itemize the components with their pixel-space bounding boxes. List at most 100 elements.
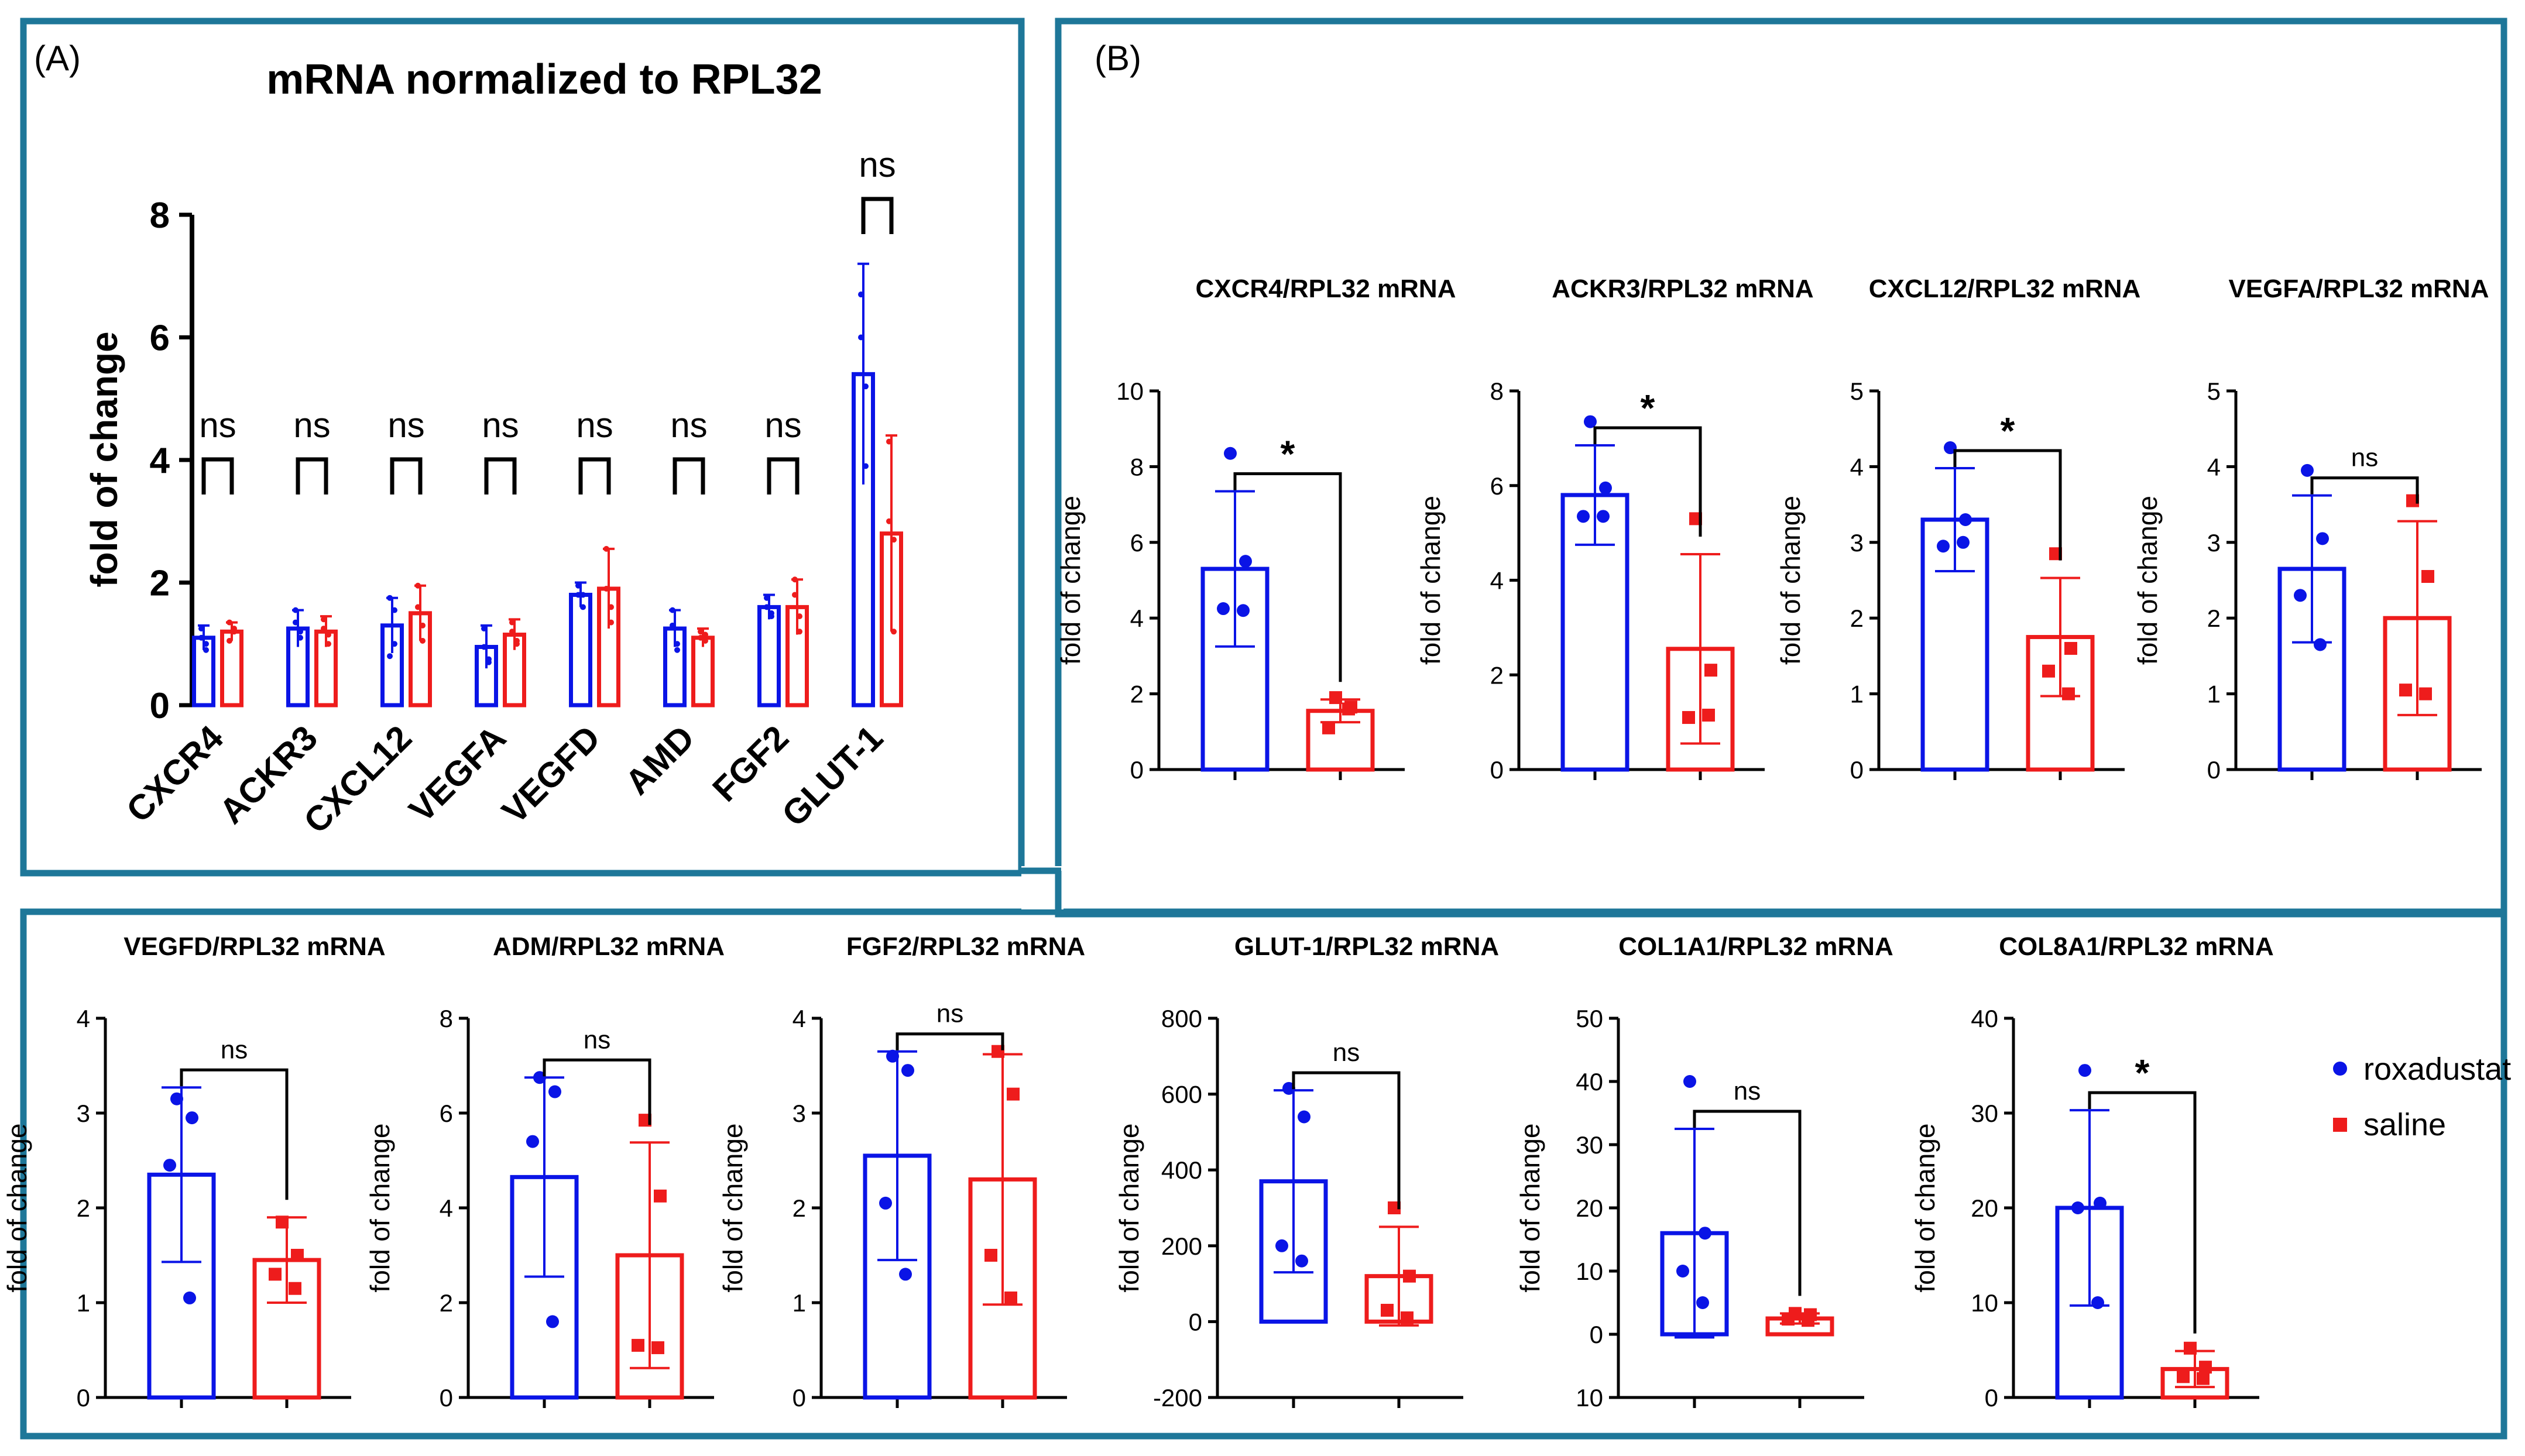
panel-a-bar-saline xyxy=(691,636,715,708)
panel-a-point-saline xyxy=(514,638,520,644)
panel-a-point-saline xyxy=(792,592,798,598)
panel-a-point-saline xyxy=(231,629,237,635)
chart-ytick-label: 400 xyxy=(1161,1156,1202,1184)
panel-a-point-roxadustat xyxy=(575,582,581,589)
panel-a-point-saline xyxy=(608,604,614,610)
panel-a-ytick-label: 8 xyxy=(150,195,170,236)
chart-point-saline xyxy=(1802,1314,1814,1327)
chart-vegfa: VEGFA/RPL32 mRNA fold of change 0 1 2 3 4 5 ns xyxy=(2132,274,2489,784)
chart-sig-label: * xyxy=(1641,387,1655,429)
panel-a-point-roxadustat xyxy=(392,607,397,613)
panel-a-ytick-label: 6 xyxy=(150,318,170,359)
chart-ytick-label: 30 xyxy=(1971,1100,1998,1127)
panel-a-point-saline xyxy=(227,638,232,644)
chart-sig-label: ns xyxy=(936,1000,963,1028)
chart-point-roxadustat xyxy=(1239,555,1252,568)
chart-ylabel: fold of change xyxy=(718,1123,748,1292)
panel-a-point-roxadustat xyxy=(670,622,675,629)
chart-point-saline xyxy=(1381,1303,1394,1317)
chart-ytick-label: 4 xyxy=(440,1194,453,1222)
chart-point-saline xyxy=(1004,1291,1017,1304)
panel-a-label: (A) xyxy=(34,39,81,78)
chart-point-roxadustat xyxy=(1959,513,1972,526)
legend: roxadustat saline xyxy=(2333,1052,2511,1142)
chart-title: COL8A1/RPL32 mRNA xyxy=(1999,932,2273,961)
chart-ylabel: fold of change xyxy=(1055,496,1086,665)
chart-point-saline xyxy=(276,1215,289,1229)
chart-ytick-label: 5 xyxy=(1850,377,1864,405)
chart-point-roxadustat xyxy=(1699,1227,1711,1240)
chart-ytick-label: 3 xyxy=(1850,529,1864,557)
panel-a-sig-bracket xyxy=(673,457,705,495)
chart-col1a1: COL1A1/RPL32 mRNA fold of change 10 0 10 20 30… xyxy=(1515,932,1893,1412)
chart-point-roxadustat xyxy=(2301,463,2314,477)
panel-a-sig-bracket xyxy=(484,457,517,495)
panel-a-point-saline xyxy=(698,634,704,641)
panel-a-point-roxadustat xyxy=(575,592,581,598)
panel-a-point-saline xyxy=(886,438,892,445)
chart-point-roxadustat xyxy=(1696,1296,1709,1309)
panel-a-point-saline xyxy=(792,576,798,583)
panel-a-sig-bracket xyxy=(296,457,328,495)
chart-ytick-label: 40 xyxy=(1576,1068,1603,1096)
chart-sig-label: ns xyxy=(584,1025,610,1054)
chart-sig-label: ns xyxy=(1734,1077,1761,1105)
chart-point-roxadustat xyxy=(1584,415,1597,428)
chart-ytick-label: 1 xyxy=(77,1289,90,1317)
panel-a-category-label: AMD xyxy=(617,718,702,802)
panel-a-ytick-label: 0 xyxy=(150,686,170,726)
chart-ytick-label: 200 xyxy=(1161,1232,1202,1260)
panel-a-point-roxadustat xyxy=(297,629,303,635)
panel-a-sig-bracket xyxy=(578,457,611,495)
chart-ytick-label: 8 xyxy=(1490,377,1504,405)
panel-a-sig-label: ns xyxy=(859,145,896,184)
chart-point-saline xyxy=(1403,1269,1416,1283)
panel-a-point-saline xyxy=(891,629,897,635)
panel-a-point-roxadustat xyxy=(203,647,209,653)
panel-a-point-roxadustat xyxy=(198,634,204,641)
panel-a-point-roxadustat xyxy=(580,604,586,610)
panel-a-sig-label: ns xyxy=(199,406,236,445)
chart-point-roxadustat xyxy=(1599,481,1612,495)
chart-ytick-label: 0 xyxy=(1130,756,1144,784)
panel-a-point-saline xyxy=(415,582,421,589)
chart-ytick-label: 2 xyxy=(77,1194,90,1222)
chart-ytick-label: 600 xyxy=(1161,1081,1202,1108)
panel-a-category-label: CXCR4 xyxy=(119,717,231,830)
chart-point-saline xyxy=(1401,1311,1414,1324)
panel-a-point-roxadustat xyxy=(858,291,864,298)
chart-sig-bracket xyxy=(1292,1071,1401,1210)
chart-title: VEGFD/RPL32 mRNA xyxy=(123,932,385,961)
chart-ytick-label: 4 xyxy=(1850,453,1864,480)
chart-sig-bracket xyxy=(1593,426,1702,537)
chart-ytick-label: 4 xyxy=(77,1005,90,1032)
chart-point-saline xyxy=(2184,1341,2197,1355)
chart-ylabel: fold of change xyxy=(2132,496,2163,665)
chart-sig-bracket xyxy=(896,1032,1004,1050)
chart-ackr3: ACKR3/RPL32 mRNA fold of change 0 2 4 6 8 * xyxy=(1415,274,1814,784)
chart-point-saline xyxy=(291,1249,304,1262)
chart-title: FGF2/RPL32 mRNA xyxy=(846,932,1085,961)
chart-cxcr4: CXCR4/RPL32 mRNA fold of change 0 2 4 6 8 10 * xyxy=(1055,274,1456,784)
panel-a-point-roxadustat xyxy=(764,595,770,601)
panel-a-point-roxadustat xyxy=(198,626,204,632)
chart-point-saline xyxy=(269,1268,282,1281)
panel-a-point-roxadustat xyxy=(297,634,303,641)
panel-a-bar-roxadustat xyxy=(757,605,781,708)
panel-a-category-label: GLUT-1 xyxy=(774,718,890,834)
chart-ytick-label: 0 xyxy=(1490,756,1504,784)
panel-a-point-saline xyxy=(886,518,892,524)
chart-ylabel: fold of change xyxy=(365,1123,395,1292)
chart-point-roxadustat xyxy=(1577,510,1590,523)
panel-a-point-saline xyxy=(603,545,609,552)
chart-title: CXCR4/RPL32 mRNA xyxy=(1196,274,1456,303)
panel-a-point-roxadustat xyxy=(392,641,397,647)
chart-ylabel: fold of change xyxy=(1515,1123,1545,1292)
chart-ylabel: fold of change xyxy=(1910,1123,1940,1292)
chart-col8a1: COL8A1/RPL32 mRNA fold of change 0 10 20 30 40… xyxy=(1910,932,2274,1412)
chart-point-saline xyxy=(1682,711,1695,724)
panel-a-point-saline xyxy=(603,585,609,592)
chart-point-roxadustat xyxy=(1298,1110,1310,1124)
chart-sig-label: ns xyxy=(221,1035,248,1064)
chart-title: COL1A1/RPL32 mRNA xyxy=(1618,932,1893,961)
